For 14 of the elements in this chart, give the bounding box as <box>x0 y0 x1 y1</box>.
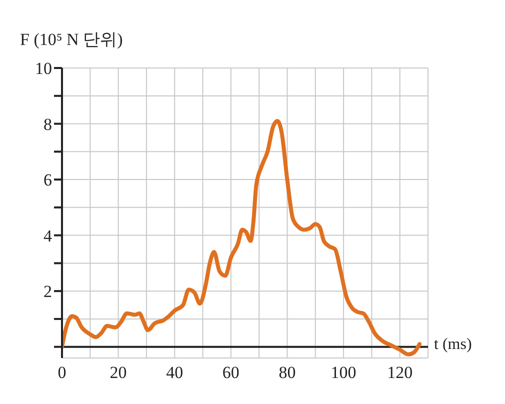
x-tick-label: 20 <box>110 363 127 382</box>
y-tick-label: 6 <box>44 170 52 190</box>
x-tick-label: 120 <box>387 363 413 382</box>
x-tick-label: 40 <box>166 363 184 382</box>
y-tick-label: 8 <box>44 114 52 134</box>
y-tick-label: 4 <box>44 226 52 246</box>
x-tick-label: 80 <box>278 363 296 382</box>
x-tick-label: 60 <box>222 363 240 382</box>
x-tick-label: 100 <box>330 363 356 382</box>
y-axis-title: F (10⁵ N 단위) <box>20 29 123 51</box>
y-tick-label: 2 <box>44 282 52 302</box>
x-tick-label: 0 <box>58 363 66 382</box>
x-axis-title: t (ms) <box>434 336 472 354</box>
y-tick-label: 10 <box>35 59 52 78</box>
